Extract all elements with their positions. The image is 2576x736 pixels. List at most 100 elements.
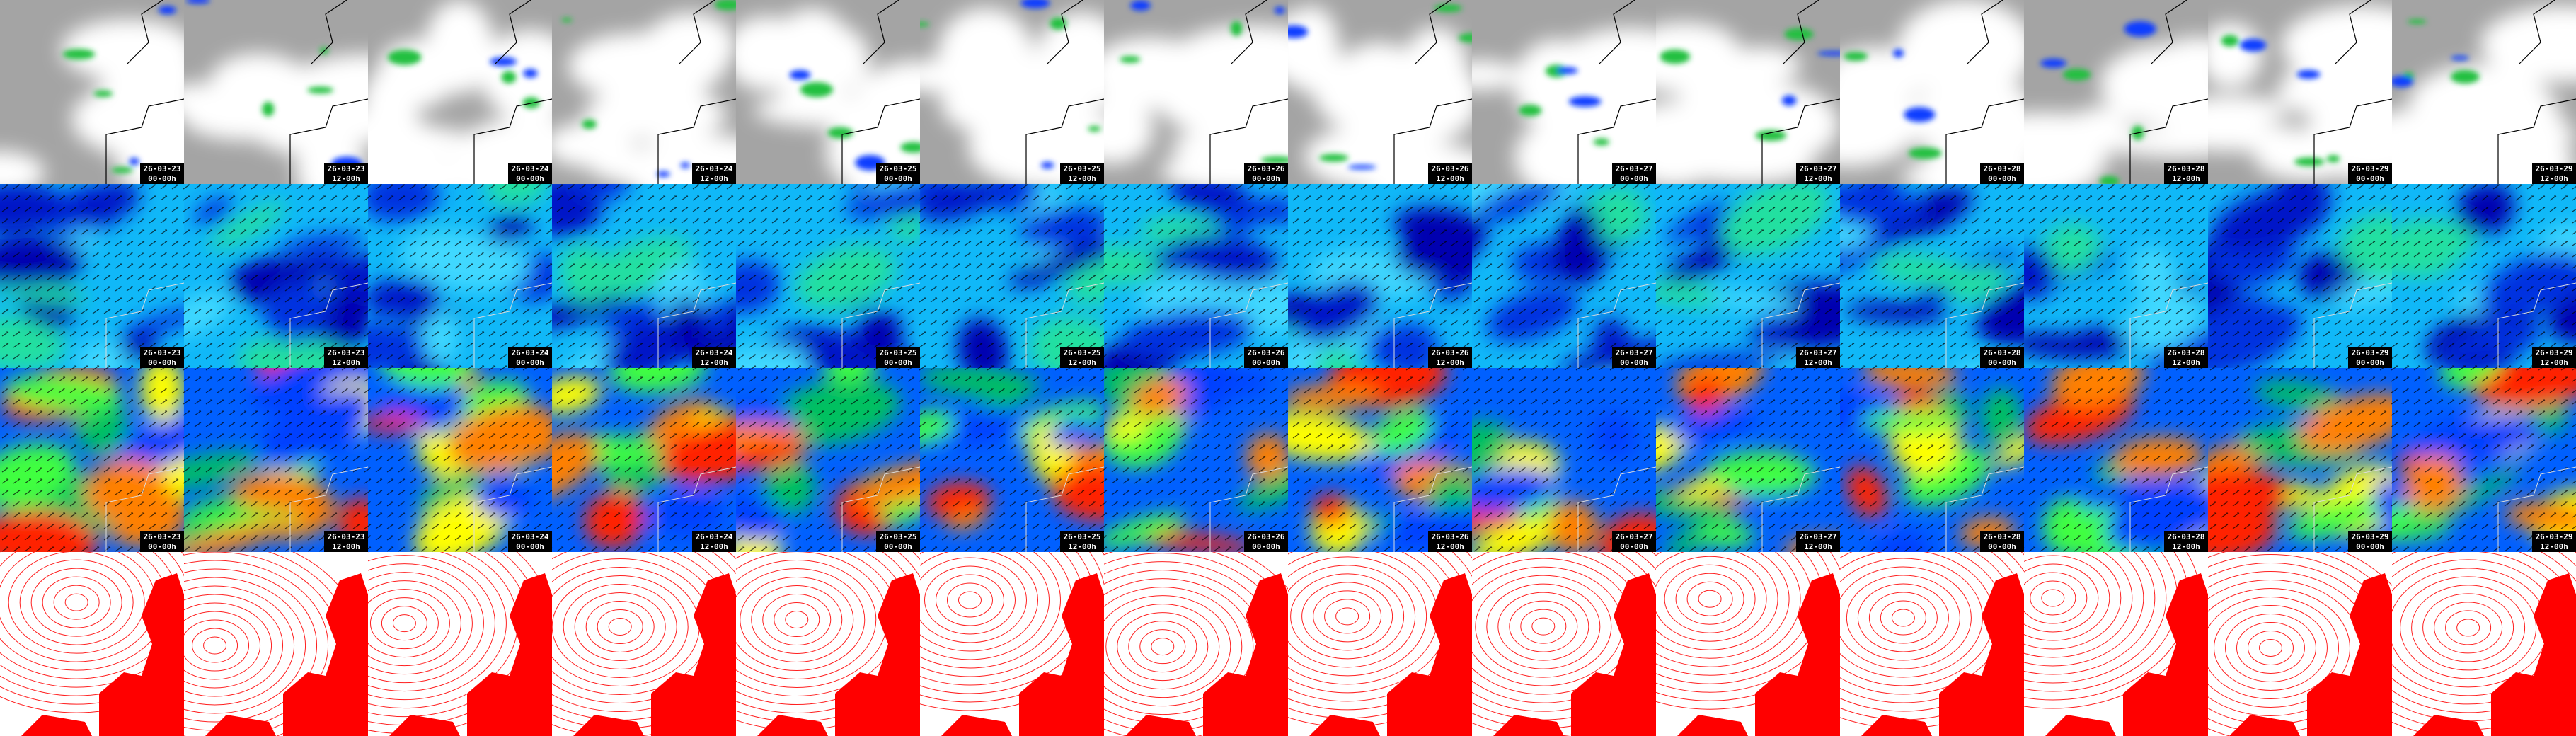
label-box xyxy=(1612,163,1656,184)
precip-cell xyxy=(2124,21,2156,37)
date-label: 26-03-26 xyxy=(1432,164,1469,173)
precip-cell xyxy=(93,90,113,97)
date-label: 26-03-29 xyxy=(2536,164,2573,173)
label-box xyxy=(508,347,552,368)
coastline xyxy=(1577,282,1656,368)
date-label: 26-03-23 xyxy=(144,164,181,173)
map-tile xyxy=(920,0,1104,184)
isobar xyxy=(1531,617,1556,636)
coastline xyxy=(2497,0,2576,184)
isobar xyxy=(1656,556,1767,642)
land xyxy=(1387,573,1472,736)
cloud xyxy=(2281,6,2392,86)
isobar xyxy=(1472,552,1656,712)
precip-cell xyxy=(1817,51,1840,56)
cloud-field xyxy=(1656,22,1839,184)
precip-cell xyxy=(1784,28,1814,40)
map-tile xyxy=(2024,368,2208,552)
date-label: 26-03-28 xyxy=(1984,532,2021,541)
map-tile xyxy=(0,368,184,552)
isobar xyxy=(924,565,1016,635)
date-label: 26-03-24 xyxy=(696,164,733,173)
isobar xyxy=(1497,592,1589,661)
land xyxy=(2413,715,2484,736)
time-label: 00-00h xyxy=(884,358,912,367)
isobar xyxy=(1656,552,1801,667)
land xyxy=(2491,573,2576,736)
land xyxy=(1125,715,1196,736)
isobar xyxy=(1840,552,2024,712)
map-tile xyxy=(1840,368,2024,552)
time-label: 12-00h xyxy=(1068,174,1096,183)
isobar xyxy=(2024,572,2088,624)
label-box xyxy=(1980,531,2024,552)
isobar xyxy=(8,552,145,654)
precip xyxy=(62,6,176,173)
map-tile xyxy=(552,552,736,736)
isobar xyxy=(381,606,427,641)
isobar xyxy=(0,552,184,688)
date-label: 26-03-26 xyxy=(1432,348,1469,357)
precip-cell xyxy=(2451,55,2470,61)
isobar xyxy=(368,552,507,701)
isobar xyxy=(1686,581,1733,616)
precip-cell xyxy=(62,49,96,60)
precip-cell xyxy=(111,167,134,173)
cloud xyxy=(2161,37,2208,69)
map-tile xyxy=(736,552,920,736)
isobar xyxy=(920,552,1038,652)
cloud-field xyxy=(920,8,1104,184)
coastline xyxy=(657,282,736,368)
date-label: 26-03-29 xyxy=(2352,348,2389,357)
isobar xyxy=(42,576,111,628)
isobar xyxy=(920,552,1104,711)
land xyxy=(1493,715,1564,736)
date-label: 26-03-27 xyxy=(1800,348,1837,357)
isobar xyxy=(368,580,461,667)
isobar xyxy=(958,591,982,609)
isobar xyxy=(597,609,643,644)
isobar xyxy=(1486,583,1601,669)
map-tile xyxy=(552,184,736,368)
date-label: 26-03-25 xyxy=(1064,348,1101,357)
precip-cell xyxy=(158,6,176,15)
time-label: 12-00h xyxy=(700,542,728,551)
map-tile xyxy=(1656,184,1840,368)
isobar xyxy=(1301,582,1393,651)
isobar xyxy=(203,636,227,655)
coastline xyxy=(1025,466,1104,552)
precip xyxy=(1120,0,1288,164)
wind-arrows xyxy=(0,184,184,368)
cloud xyxy=(425,0,495,94)
map-tile xyxy=(1656,368,1840,552)
label-box xyxy=(692,531,736,552)
map-tile xyxy=(184,0,368,184)
precip-cell xyxy=(2239,38,2267,52)
isobar xyxy=(2024,552,2167,684)
land xyxy=(2123,573,2208,736)
precip-cell xyxy=(900,142,920,153)
time-label: 12-00h xyxy=(2540,358,2568,367)
date-label: 26-03-23 xyxy=(328,348,365,357)
date-label: 26-03-27 xyxy=(1616,348,1653,357)
isobar xyxy=(184,585,295,706)
label-box xyxy=(140,163,184,184)
time-label: 00-00h xyxy=(148,174,176,183)
precip-cell xyxy=(262,101,275,117)
precip-cell xyxy=(1660,49,1691,64)
coastline xyxy=(1209,0,1288,184)
wind-arrows xyxy=(2208,368,2392,552)
map-tile xyxy=(368,368,552,552)
label-box xyxy=(1244,163,1288,184)
time-label: 12-00h xyxy=(2540,174,2568,183)
label-box xyxy=(1060,531,1104,552)
isobar xyxy=(2208,587,2350,708)
isobar xyxy=(1656,552,1778,650)
precip-cell xyxy=(2221,35,2239,47)
time-label: 12-00h xyxy=(1068,358,1096,367)
time-label: 12-00h xyxy=(332,542,360,551)
map-tile xyxy=(368,184,552,368)
cloud xyxy=(2024,112,2116,147)
label-box xyxy=(2532,163,2576,184)
label-box xyxy=(876,163,920,184)
